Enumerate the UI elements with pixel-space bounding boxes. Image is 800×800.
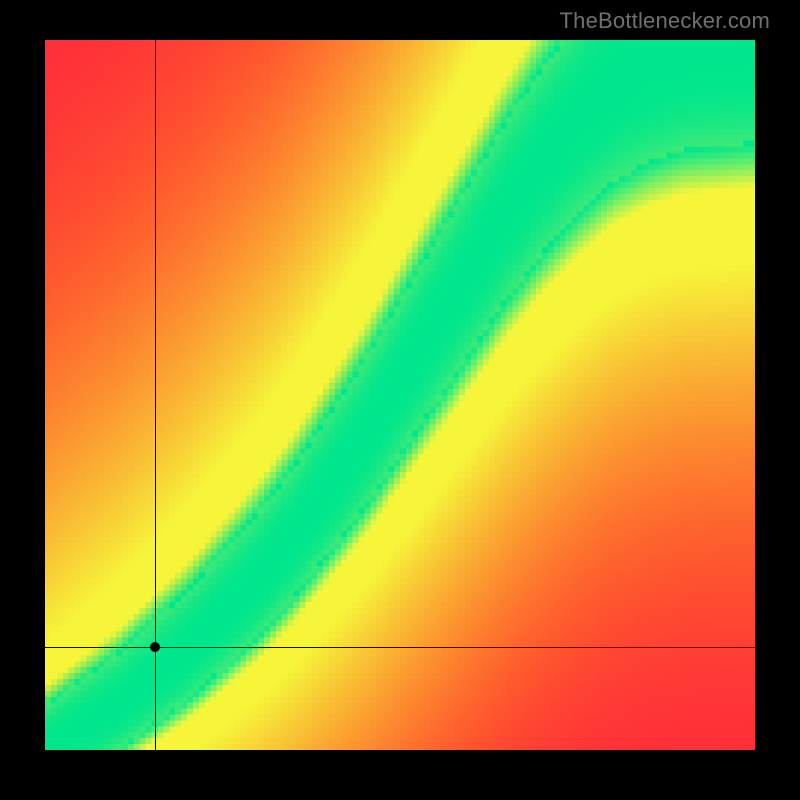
chart-container: TheBottlenecker.com: [0, 0, 800, 800]
watermark-text: TheBottlenecker.com: [560, 8, 770, 34]
crosshair-marker-dot: [150, 642, 160, 652]
